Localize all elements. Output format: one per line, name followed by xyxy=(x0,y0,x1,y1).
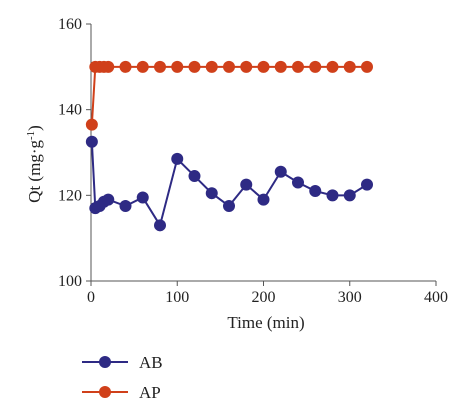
data-point-ab xyxy=(136,191,149,204)
data-point-ap xyxy=(188,60,201,73)
data-point-ap xyxy=(154,60,166,73)
data-point-ab xyxy=(361,178,373,191)
y-tick-label: 120 xyxy=(58,187,82,204)
data-point-ab xyxy=(240,178,253,191)
data-point-ap xyxy=(223,60,235,73)
series-ap xyxy=(85,60,373,131)
y-axis-title-superscript: -1 xyxy=(25,131,37,140)
data-point-ab xyxy=(343,189,356,202)
data-point-ap xyxy=(309,60,322,73)
data-point-ab xyxy=(223,200,235,213)
data-point-ab xyxy=(171,152,184,165)
legend-marker-ab xyxy=(99,356,111,368)
data-point-ab xyxy=(257,193,270,206)
legend-item-ab: AB xyxy=(82,353,163,372)
series-ab xyxy=(85,135,373,232)
x-tick-label: 0 xyxy=(87,289,95,306)
data-point-ap xyxy=(326,60,339,73)
data-point-ap xyxy=(274,60,287,73)
legend-label-ab: AB xyxy=(139,353,163,372)
legend-marker-ap xyxy=(99,386,111,398)
series-line-ap xyxy=(90,65,367,125)
legend-label-ap: AP xyxy=(139,383,161,402)
data-point-ap xyxy=(119,60,132,73)
x-tick-label: 300 xyxy=(338,289,362,306)
series-layer xyxy=(85,60,373,232)
x-tick-label: 200 xyxy=(252,289,276,306)
data-point-ap xyxy=(102,60,115,73)
data-point-ab xyxy=(326,189,339,202)
data-point-ab xyxy=(154,219,166,232)
data-point-ap xyxy=(205,60,218,73)
y-axis-title: Qt (mg·g-1) xyxy=(25,125,44,203)
x-tick-label: 100 xyxy=(165,289,189,306)
data-point-ab xyxy=(119,200,132,213)
y-ticks: 100 120 140 160 xyxy=(58,16,91,290)
data-point-ap xyxy=(257,60,270,73)
y-tick-label: 160 xyxy=(58,16,82,33)
data-point-ab xyxy=(102,193,115,206)
x-ticks: 0 100 200 300 400 xyxy=(87,281,448,306)
y-tick-label: 100 xyxy=(58,273,82,290)
data-point-ab xyxy=(188,170,201,183)
data-point-ap xyxy=(136,60,149,73)
data-point-ab xyxy=(205,187,218,200)
data-point-ap xyxy=(171,60,184,73)
legend: AB AP xyxy=(82,353,163,402)
data-point-ap xyxy=(240,60,253,73)
y-tick-label: 140 xyxy=(58,102,82,119)
data-point-ab xyxy=(274,165,287,178)
data-point-ap xyxy=(343,60,356,73)
data-point-ab xyxy=(292,176,304,189)
data-point-ap xyxy=(292,60,304,73)
data-point-ap xyxy=(85,118,98,131)
data-point-ab xyxy=(309,185,322,198)
legend-item-ap: AP xyxy=(82,383,161,402)
x-axis-title: Time (min) xyxy=(227,313,304,332)
data-point-ap xyxy=(361,60,373,73)
series-line-ab xyxy=(90,141,368,228)
y-axis-title-close: ) xyxy=(25,125,44,131)
data-point-ab xyxy=(85,135,98,148)
y-axis-title-main: Qt (mg·g xyxy=(25,140,44,203)
x-tick-label: 400 xyxy=(424,289,448,306)
